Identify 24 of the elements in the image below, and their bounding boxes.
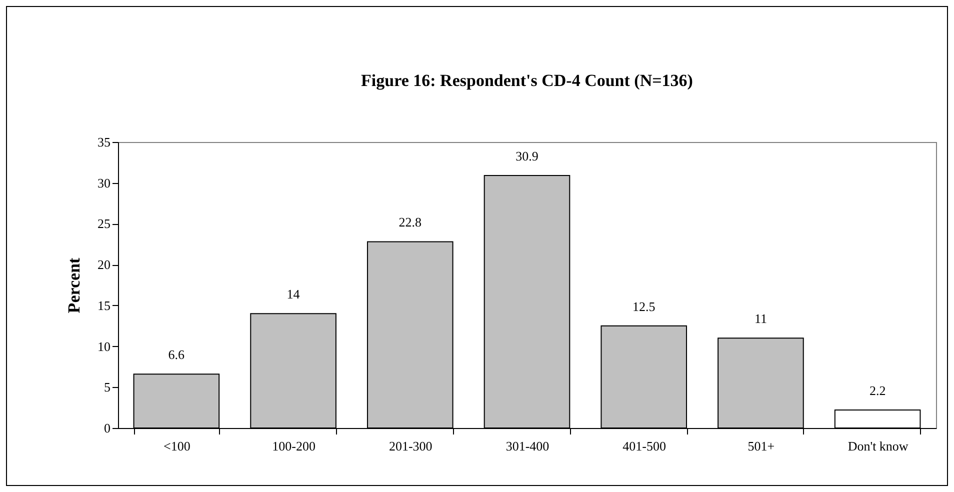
data-label: 11 — [754, 311, 767, 326]
x-tick-label: 401-500 — [622, 438, 666, 454]
data-label: 2.2 — [869, 383, 886, 398]
y-tick-label: 10 — [98, 338, 110, 354]
y-tick-label: 15 — [98, 298, 110, 313]
x-tick-label: 501+ — [748, 438, 775, 454]
y-tick-label: 35 — [98, 134, 110, 150]
y-tick-label: 5 — [104, 380, 110, 395]
y-tick-label: 0 — [104, 420, 110, 436]
y-tick-label: 30 — [98, 175, 110, 190]
data-label: 12.5 — [632, 298, 656, 314]
data-label: 22.8 — [398, 214, 422, 230]
y-tick-label: 25 — [98, 216, 110, 232]
x-tick-label: 100-200 — [272, 438, 316, 454]
y-tick-label: 20 — [98, 257, 110, 272]
chart-title: Figure 16: Respondent's CD-4 Count (N=136) — [361, 71, 693, 90]
data-label: 30.9 — [516, 148, 538, 164]
x-tick-label: 201-300 — [388, 438, 432, 454]
y-axis-title: Percent — [64, 257, 84, 314]
data-label: 14 — [286, 286, 300, 302]
x-tick-label: <100 — [164, 438, 190, 454]
x-tick-label: Don't know — [848, 438, 909, 454]
x-tick-label: 301-400 — [506, 438, 550, 454]
data-label: 6.6 — [168, 347, 186, 362]
